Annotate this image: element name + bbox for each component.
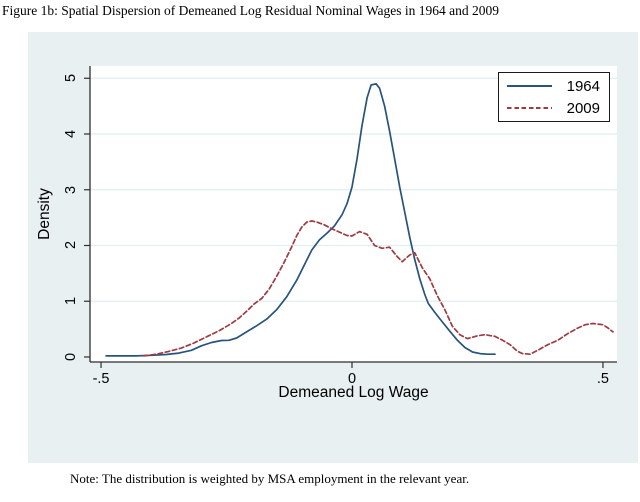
density-curve-1964 [105, 82, 496, 357]
legend-row-1964: 1964 [507, 77, 600, 95]
legend-label-2009: 2009 [566, 99, 600, 117]
y-tick-label: 5 [63, 74, 79, 83]
legend-line-sample-2009 [507, 107, 552, 109]
y-tick-label: 1 [63, 297, 79, 306]
y-tick-label: 3 [63, 185, 79, 194]
y-tick-label: 4 [63, 129, 79, 139]
x-tick-label: -.5 [92, 371, 110, 387]
legend-label-1964: 1964 [566, 77, 600, 95]
x-axis-title: Demeaned Log Wage [278, 384, 429, 401]
x-tick-label: 0 [347, 371, 357, 387]
y-tick-label: 2 [63, 241, 79, 250]
figure-title: Figure 1b: Spatial Dispersion of Demeane… [2, 3, 499, 18]
figure-note: Note: The distribution is weighted by MS… [70, 471, 470, 486]
x-tick-label: .5 [596, 371, 609, 387]
legend-row-2009: 2009 [507, 99, 600, 117]
legend-line-sample-1964 [507, 85, 552, 87]
graph-region: Density Demeaned Log Wage 1964 2009 0 1 2 3… [28, 32, 638, 463]
y-tick-label: 0 [63, 352, 79, 362]
density-curve-2009 [142, 220, 614, 357]
legend-box: 1964 2009 [498, 72, 610, 122]
y-axis-title: Density [36, 188, 53, 240]
